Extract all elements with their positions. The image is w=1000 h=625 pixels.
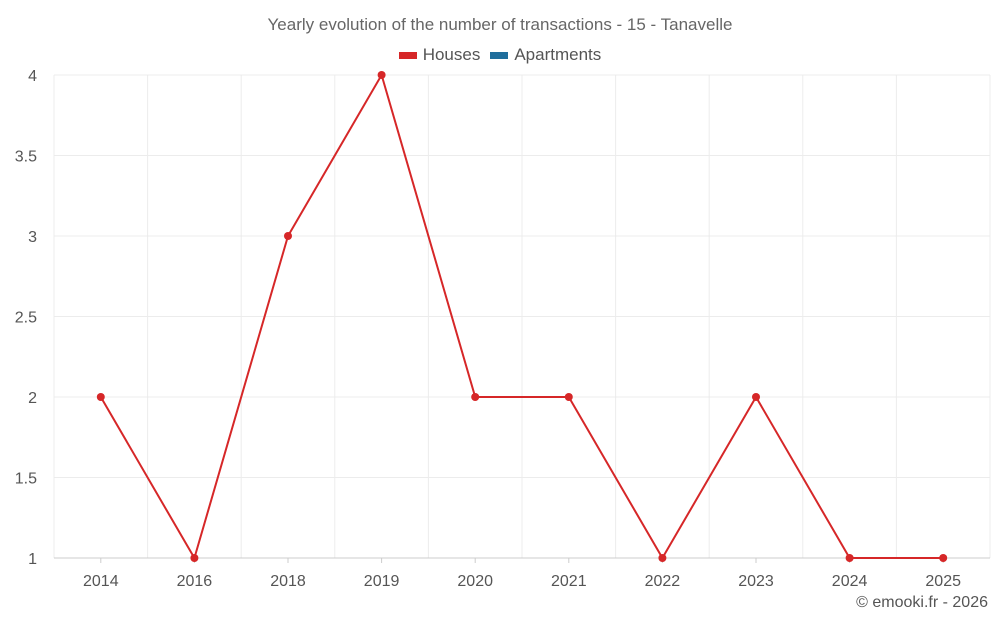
x-tick-label: 2019 [364,573,400,590]
data-point-houses[interactable] [564,393,573,401]
y-axis: 1 1.5 2 2.5 3 3.5 4 [15,68,37,568]
x-tick-label: 2018 [270,573,306,590]
x-tick-label: 2025 [925,573,961,590]
data-point-houses[interactable] [658,554,667,562]
data-point-houses[interactable] [96,393,105,401]
y-tick-label: 4 [28,68,37,85]
data-point-houses[interactable] [845,554,854,562]
legend: Houses Apartments [0,45,1000,65]
legend-label-houses: Houses [422,45,481,64]
y-tick-label: 1.5 [15,471,37,488]
x-tick-label: 2020 [457,573,493,590]
x-tick-label: 2021 [551,573,587,590]
x-tick-label: 2023 [738,573,774,590]
data-point-houses[interactable] [939,554,948,562]
credit-text: © emooki.fr - 2026 [856,594,988,611]
x-axis: 2014 2016 2018 2019 2020 2021 2022 2023 2024 2025 [54,557,990,590]
y-tick-label: 3.5 [15,149,37,166]
data-point-houses[interactable] [377,71,386,79]
x-tick-label: 2014 [83,573,119,590]
legend-label-apartments: Apartments [514,45,602,64]
y-tick-label: 3 [28,229,37,246]
grid [53,74,991,559]
chart-title: Yearly evolution of the number of transa… [267,15,733,34]
legend-swatch-apartments [490,51,509,59]
x-tick-label: 2022 [645,573,681,590]
data-point-houses[interactable] [471,393,480,401]
series-line-houses [99,74,944,559]
legend-item-houses[interactable]: Houses [398,45,481,65]
data-point-houses[interactable] [190,554,199,562]
y-tick-label: 2 [28,390,37,407]
data-point-houses[interactable] [752,393,760,401]
y-tick-label: 1 [28,551,37,568]
x-tick-label: 2024 [832,573,868,590]
series-layer [96,71,948,562]
data-point-houses[interactable] [284,232,292,240]
x-tick-label: 2016 [177,573,213,590]
legend-item-apartments[interactable]: Apartments [490,45,601,65]
y-tick-label: 2.5 [15,310,37,327]
legend-swatch-houses [398,51,417,59]
